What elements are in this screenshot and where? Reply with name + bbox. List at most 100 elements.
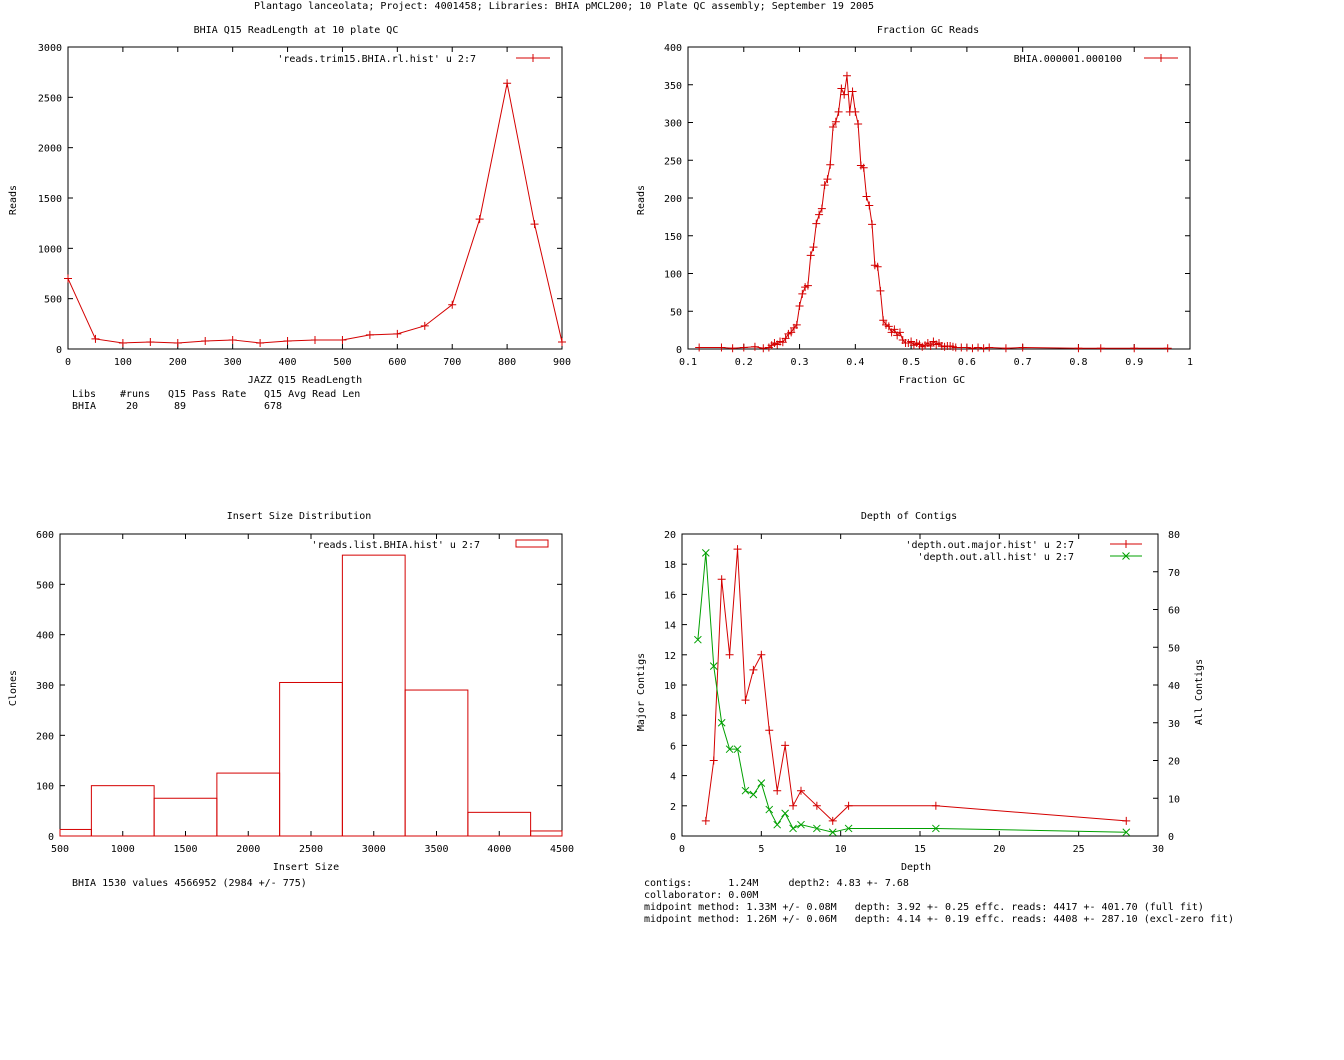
depth-data-point [813,824,821,833]
gc-xtick-label: 0.7 [1014,357,1032,368]
insert-bar [530,830,563,837]
depth-data-point [797,786,805,795]
depth-data-point [765,805,774,814]
readlength-xlabel: JAZZ Q15 ReadLength [248,375,362,386]
gc-data-point [859,163,868,172]
gc-data-point [1001,344,1010,353]
depth-data-point [844,801,853,810]
readlength-data-point [475,215,484,224]
insert-plot-frame [59,533,563,837]
gc-data-point [851,107,860,116]
gc-data-point [879,316,888,325]
insert-ytick-label: 300 [36,681,54,692]
readlength-ylabel: Reads [8,185,19,215]
readlength-data-point [558,337,566,346]
gc-data-point [787,328,796,337]
readlength-legend-label: 'reads.trim15.BHIA.rl.hist' u 2:7 [277,54,476,65]
gc-data-point [985,343,994,352]
gc-data-point [974,343,983,352]
depth-data-point [828,828,837,837]
readlength-xtick-label: 700 [443,357,461,368]
depth-data-point [725,650,734,659]
insert-bar [404,689,469,837]
gc-data-point [968,344,977,353]
readlength-ytick-label: 2500 [38,93,62,104]
insert-xtick-label: 4500 [550,844,574,855]
gc-data-point [848,87,857,96]
readlength-xtick-label: 200 [169,357,187,368]
gc-data-point [806,251,815,260]
stats-cell-pass-rate: 89 [174,401,186,412]
gc-data-point [1074,344,1083,353]
gc-data-point [809,243,818,252]
readlength-data-point [448,300,457,309]
gc-data-point [817,204,826,213]
insert-ytick-label: 100 [36,782,54,793]
depth-stats-line: midpoint method: 1.33M +/- 0.08M depth: … [644,902,1204,913]
stats-cell-runs: 20 [126,401,138,412]
readlength-ytick-label: 0 [56,345,62,356]
readlength-data-point [503,79,512,88]
gc-plot-frame [687,46,1191,350]
depth-stats-line: contigs: 1.24M depth2: 4.83 +- 7.68 [644,878,909,889]
readlength-xtick-label: 400 [279,357,297,368]
depth-series-line [705,549,1127,822]
gc-data-point [868,220,877,229]
gc-legend-marker [1157,54,1165,62]
depth-y2tick-label: 0 [1168,832,1174,843]
readlength-xtick-label: 900 [553,357,571,368]
gc-chart: Fraction GC Reads Fraction GC Reads 0.1 0… [636,25,1193,386]
readlength-xtick-label: 300 [224,357,242,368]
insert-bar [90,785,155,837]
depth-chart: Depth of Contigs Depth Major Contigs All… [636,511,1234,925]
insert-summary: BHIA 1530 values 4566952 (2984 +/- 775) [72,878,307,889]
depth-data-point [701,816,710,825]
readlength-data-point [530,220,539,229]
insert-xlabel: Insert Size [273,862,339,873]
depth-y2tick-label: 10 [1168,794,1180,805]
readlength-data-point [173,338,182,347]
gc-data-point [781,334,790,343]
readlength-data-point [91,334,100,343]
depth-data-point [733,545,742,554]
depth-ytick-label: 14 [664,621,676,632]
insert-xtick-label: 2500 [299,844,323,855]
depth-xtick-label: 20 [993,844,1005,855]
gc-data-point [873,262,882,271]
gc-ytick-label: 200 [664,194,682,205]
gc-data-point [1096,344,1105,353]
gc-data-point [842,71,851,80]
readlength-data-point [393,329,402,338]
gc-series-line [699,75,1168,349]
insert-xtick-label: 4000 [487,844,511,855]
depth-data-point [717,718,726,727]
readlength-data-point [365,330,374,339]
gc-xtick-label: 1 [1187,357,1193,368]
gc-data-point [820,181,829,190]
depth-ytick-label: 8 [670,711,676,722]
gc-ylabel: Reads [636,185,647,215]
depth-data-point [725,745,734,754]
depth-data-point [1122,828,1131,837]
gc-data-point [750,342,759,351]
depth-stats-line: midpoint method: 1.26M +/- 0.06M depth: … [644,914,1234,925]
depth-data-point [781,809,789,818]
gc-ytick-label: 150 [664,232,682,243]
depth-data-point [694,635,702,644]
depth-legend-label: 'depth.out.all.hist' u 2:7 [917,552,1074,563]
gc-data-point [739,343,748,352]
insert-ytick-label: 600 [36,530,54,541]
stats-cell-avg-len: 678 [264,401,282,412]
readlength-data-point [338,335,347,344]
stats-header-avg-len: Q15 Avg Read Len [264,389,360,400]
depth-xtick-label: 15 [914,844,926,855]
readlength-title: BHIA Q15 ReadLength at 10 plate QC [194,25,399,36]
readlength-ytick-label: 500 [44,295,62,306]
gc-data-point [812,219,821,228]
gc-xtick-label: 0.6 [958,357,976,368]
depth-xtick-label: 5 [758,844,764,855]
gc-legend-label: BHIA.000001.000100 [1014,54,1122,65]
depth-title: Depth of Contigs [861,511,957,522]
gc-ytick-label: 400 [664,43,682,54]
